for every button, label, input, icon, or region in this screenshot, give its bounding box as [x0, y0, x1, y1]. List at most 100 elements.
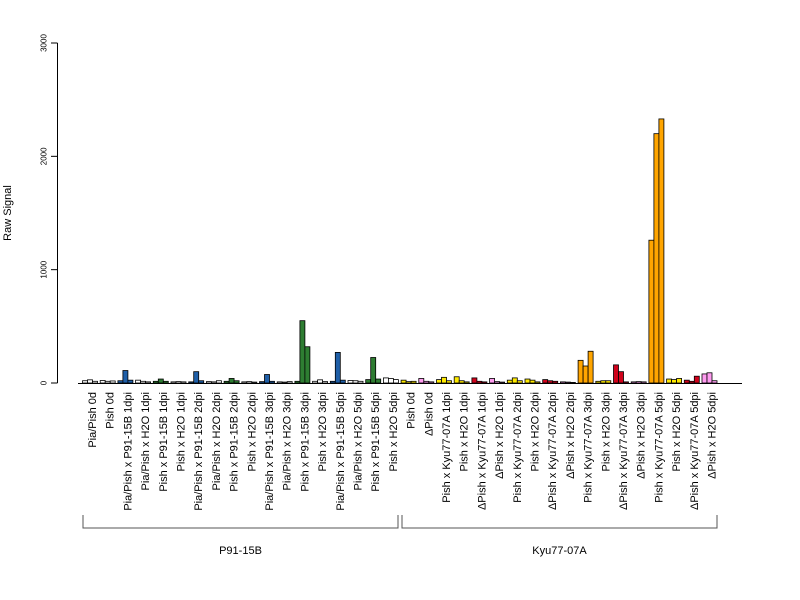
x-tick-label: Pish x H2O 1dpi	[459, 392, 471, 471]
bar	[481, 381, 488, 384]
x-tick-label: ΔPish x H2O 2dpi	[565, 392, 577, 479]
bar	[676, 378, 682, 384]
bar	[334, 351, 341, 384]
x-tick-label: Pish x Kyu77-07A 2dpi	[512, 392, 524, 503]
bar	[322, 381, 329, 384]
x-tick-label: Pish x P91-15B 1dpi	[158, 392, 170, 492]
bar	[446, 380, 452, 384]
bar	[109, 380, 116, 384]
bar	[688, 380, 695, 384]
bar	[701, 373, 708, 384]
bar	[299, 320, 306, 384]
bar	[387, 378, 394, 384]
bar	[618, 371, 624, 384]
x-tick-label: Pish x H2O 2dpi	[530, 392, 542, 471]
x-tick-label: Pish x H2O 5dpi	[388, 392, 400, 471]
bar	[441, 376, 447, 384]
x-tick-label: Pia/Pish x P91-15B 3dpi	[264, 392, 276, 511]
bar	[623, 381, 629, 384]
bar	[552, 380, 559, 384]
bar	[499, 381, 506, 384]
bar	[671, 379, 677, 384]
bar	[365, 379, 372, 384]
bar	[215, 380, 222, 384]
group-bracket	[401, 515, 718, 529]
x-tick-label: Pish 0d	[105, 392, 117, 429]
bar	[463, 381, 470, 384]
bar	[640, 381, 647, 384]
x-tick-label: Pia/Pish x H2O 3dpi	[282, 392, 294, 490]
x-tick-label: ΔPish x Kyu77-07A 3dpi	[618, 392, 630, 510]
bar	[658, 118, 665, 384]
y-axis-label: Raw Signal	[2, 185, 14, 241]
group-label: P91-15B	[219, 545, 262, 557]
bar	[693, 375, 700, 384]
bar	[630, 381, 637, 384]
bar	[281, 381, 288, 384]
bar	[140, 380, 147, 384]
x-tick-label: ΔPish x Kyu77-07A 1dpi	[476, 392, 488, 510]
bar	[87, 379, 93, 384]
bar	[542, 379, 549, 384]
bar	[170, 381, 177, 384]
bar	[99, 380, 106, 384]
bar	[423, 380, 430, 384]
bar	[582, 365, 589, 384]
bar	[246, 381, 253, 384]
bar	[157, 378, 164, 384]
y-tick-label: 0	[40, 380, 49, 385]
bar	[269, 380, 275, 384]
bar	[210, 381, 217, 384]
x-tick-label: ΔPish x Kyu77-07A 5dpi	[689, 392, 701, 510]
bar	[565, 381, 571, 384]
bar	[251, 381, 258, 384]
bar	[600, 380, 607, 384]
bar	[560, 381, 566, 384]
group-bracket	[82, 515, 399, 529]
bar	[666, 378, 672, 384]
bar	[241, 381, 248, 384]
y-tick-label: 2000	[40, 147, 49, 165]
bar	[410, 380, 417, 384]
x-tick-label: Pia/Pish x H2O 1dpi	[140, 392, 152, 490]
bar	[104, 380, 111, 384]
x-tick-label: Pish 0d	[406, 392, 418, 429]
bar	[524, 378, 531, 384]
bar	[347, 380, 354, 384]
bar	[223, 380, 230, 384]
bar	[418, 378, 425, 384]
x-tick-label: Pish x H2O 2dpi	[246, 392, 258, 471]
x-tick-label: Pia/Pish x P91-15B 1dpi	[122, 392, 134, 511]
bar	[329, 380, 336, 384]
bar	[228, 378, 235, 384]
bar	[317, 379, 324, 384]
x-tick-label: Pish x H2O 5dpi	[671, 392, 683, 471]
bar	[382, 377, 389, 384]
bar	[683, 379, 690, 384]
bar	[205, 381, 212, 384]
bar	[570, 382, 576, 384]
bar	[145, 381, 152, 384]
x-tick-label: Pish x Kyu77-07A 1dpi	[441, 392, 453, 503]
bar	[494, 381, 501, 384]
bar	[312, 380, 319, 384]
bars	[82, 118, 718, 384]
x-tick-label: Pia/Pish x H2O 5dpi	[353, 392, 365, 490]
bar	[428, 381, 435, 384]
group-brackets: P91-15B Kyu77-07A	[82, 515, 718, 557]
x-tick-label: Pish x H2O 3dpi	[317, 392, 329, 471]
bar	[476, 380, 483, 384]
x-tick-label: Pish x H2O 3dpi	[600, 392, 612, 471]
bar	[516, 380, 523, 384]
bar	[233, 380, 240, 384]
bar	[92, 380, 98, 384]
bar	[339, 379, 346, 384]
x-tick-label: ΔPish x H2O 1dpi	[494, 392, 506, 479]
bar	[458, 380, 465, 384]
x-tick-label: Pish x P91-15B 2dpi	[229, 392, 241, 492]
bar	[162, 380, 169, 384]
group-label: Kyu77-07A	[532, 545, 587, 557]
bar	[375, 378, 382, 384]
x-tick-label: Pish x Kyu77-07A 5dpi	[653, 392, 665, 503]
